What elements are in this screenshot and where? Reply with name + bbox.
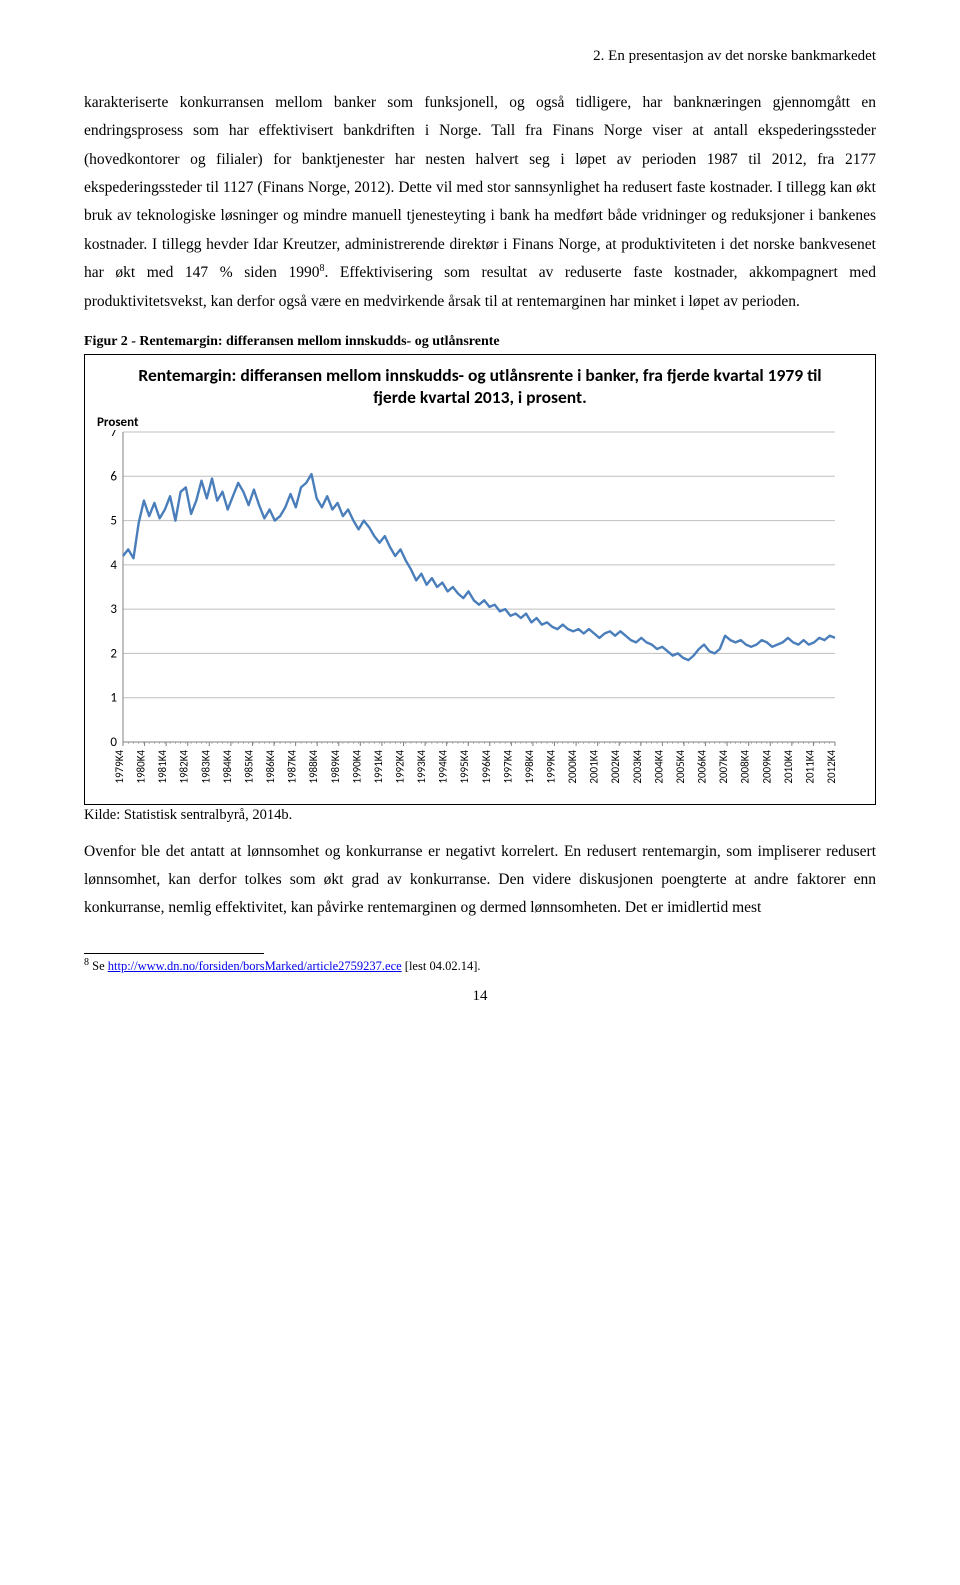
svg-text:2008K4: 2008K4 xyxy=(739,749,752,783)
paragraph-text: karakteriserte konkurransen mellom banke… xyxy=(84,94,876,281)
footnote: 8 Se http://www.dn.no/forsiden/borsMarke… xyxy=(84,957,876,974)
svg-text:3: 3 xyxy=(110,602,117,617)
footnote-link[interactable]: http://www.dn.no/forsiden/borsMarked/art… xyxy=(108,959,402,973)
svg-text:1986K4: 1986K4 xyxy=(264,749,277,783)
svg-text:1987K4: 1987K4 xyxy=(286,749,299,783)
svg-text:2005K4: 2005K4 xyxy=(674,749,687,783)
svg-text:1985K4: 1985K4 xyxy=(242,749,255,783)
svg-text:7: 7 xyxy=(110,430,117,440)
svg-text:1990K4: 1990K4 xyxy=(350,749,363,783)
svg-text:1988K4: 1988K4 xyxy=(307,749,320,783)
svg-text:2012K4: 2012K4 xyxy=(825,749,838,783)
line-chart: 0 1 2 3 4 5 6 7 1979K4 1980K4 1981K4 1982K4 1983K4 19… xyxy=(95,430,845,800)
svg-text:1983K4: 1983K4 xyxy=(199,749,212,783)
svg-text:1: 1 xyxy=(110,690,117,705)
chart-container: Rentemargin: differansen mellom innskudd… xyxy=(84,354,876,805)
body-paragraph-1: karakteriserte konkurransen mellom banke… xyxy=(84,89,876,316)
svg-text:1993K4: 1993K4 xyxy=(415,749,428,783)
svg-text:1984K4: 1984K4 xyxy=(221,749,234,783)
svg-text:2002K4: 2002K4 xyxy=(609,749,622,783)
footnote-rule xyxy=(84,953,264,954)
source-line: Kilde: Statistisk sentralbyrå, 2014b. xyxy=(84,807,876,824)
svg-text:1980K4: 1980K4 xyxy=(135,749,148,783)
svg-text:1991K4: 1991K4 xyxy=(372,749,385,783)
svg-text:1994K4: 1994K4 xyxy=(437,749,450,783)
svg-text:1995K4: 1995K4 xyxy=(458,749,471,783)
section-header: 2. En presentasjon av det norske bankmar… xyxy=(84,48,876,65)
svg-text:1979K4: 1979K4 xyxy=(113,749,126,783)
footnote-prefix: Se xyxy=(89,959,108,973)
svg-text:1997K4: 1997K4 xyxy=(501,749,514,783)
svg-text:2: 2 xyxy=(110,646,117,661)
svg-text:2007K4: 2007K4 xyxy=(717,749,730,783)
footnote-suffix: [lest 04.02.14]. xyxy=(402,959,481,973)
figure-caption: Figur 2 - Rentemargin: differansen mello… xyxy=(84,334,876,350)
svg-text:1996K4: 1996K4 xyxy=(480,749,493,783)
svg-text:1989K4: 1989K4 xyxy=(329,749,342,783)
svg-text:6: 6 xyxy=(110,469,117,484)
svg-text:1981K4: 1981K4 xyxy=(156,749,169,783)
svg-text:1982K4: 1982K4 xyxy=(178,749,191,783)
svg-text:1998K4: 1998K4 xyxy=(523,749,536,783)
svg-text:2011K4: 2011K4 xyxy=(803,749,816,783)
svg-text:2006K4: 2006K4 xyxy=(696,749,709,783)
svg-text:2003K4: 2003K4 xyxy=(631,749,644,783)
svg-text:2010K4: 2010K4 xyxy=(782,749,795,783)
svg-text:0: 0 xyxy=(110,735,117,750)
svg-text:2004K4: 2004K4 xyxy=(652,749,665,783)
svg-text:1999K4: 1999K4 xyxy=(545,749,558,783)
svg-text:4: 4 xyxy=(110,557,117,572)
chart-title: Rentemargin: differansen mellom innskudd… xyxy=(125,365,835,409)
svg-text:1992K4: 1992K4 xyxy=(393,749,406,783)
svg-text:5: 5 xyxy=(110,513,117,528)
svg-text:2001K4: 2001K4 xyxy=(588,749,601,783)
body-paragraph-2: Ovenfor ble det antatt at lønnsomhet og … xyxy=(84,838,876,923)
page-number: 14 xyxy=(84,988,876,1005)
svg-text:2009K4: 2009K4 xyxy=(760,749,773,783)
svg-text:2000K4: 2000K4 xyxy=(566,749,579,783)
y-axis-title: Prosent xyxy=(97,415,865,430)
